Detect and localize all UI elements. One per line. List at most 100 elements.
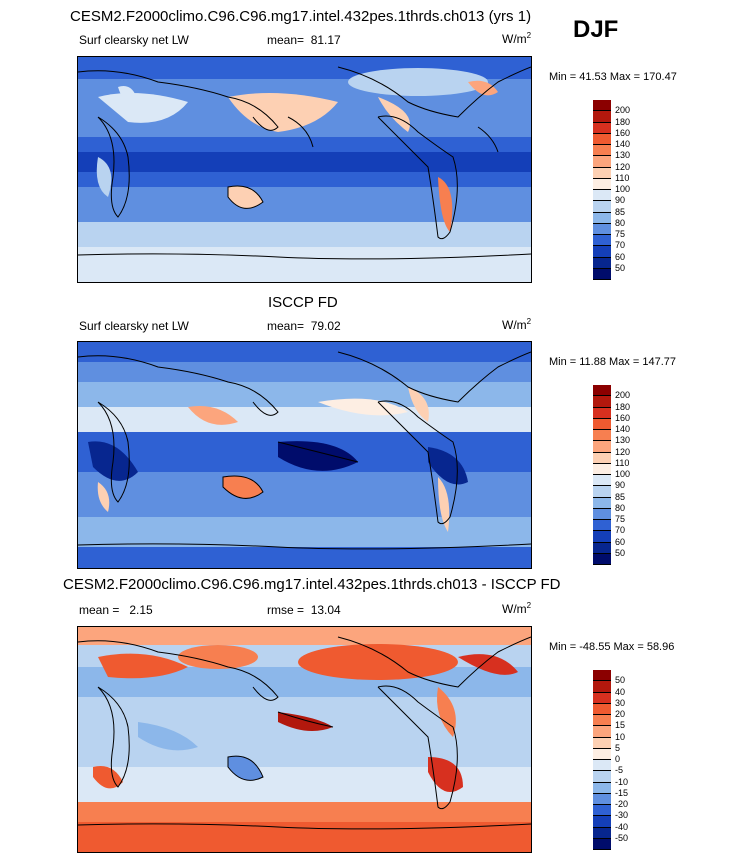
colorbar-cell (593, 201, 611, 213)
colorbar-tick-label: 80 (615, 502, 626, 513)
colorbar-tick-label: 70 (615, 240, 626, 251)
colorbar-cell (593, 737, 611, 749)
colorbar-cell (593, 838, 611, 850)
colorbar-tick-label: 30 (615, 697, 626, 708)
panel1-minmax: Min = 41.53 Max = 170.47 (549, 71, 677, 83)
colorbar-cell (593, 827, 611, 839)
colorbar-cell (593, 715, 611, 727)
colorbar-cell (593, 246, 611, 258)
colorbar-tick-label: 90 (615, 195, 626, 206)
colorbar-tick-label: 140 (615, 424, 631, 434)
colorbar-tick-label: 60 (615, 251, 626, 262)
colorbar-cell (593, 692, 611, 704)
panel1-colorbar: 200 180 160 140 130 120 110 100 90 85 80 75 70 60 50 (593, 100, 653, 280)
colorbar-cell (593, 385, 611, 397)
colorbar-tick-label: 75 (615, 229, 626, 239)
panel1-map (77, 56, 532, 283)
panel3-map (77, 626, 532, 853)
panel2-colorbar: 200 180 160 140 130 120 110 100 90 85 80 75 70 60 50 (593, 385, 653, 565)
colorbar-cell (593, 816, 611, 828)
colorbar-tick-label: 50 (615, 262, 626, 273)
panel1-mean-value: 81.17 (310, 33, 341, 47)
colorbar-tick-label: 100 (615, 184, 631, 194)
colorbar-tick-label: -50 (615, 832, 629, 843)
colorbar-cell (593, 212, 611, 224)
colorbar-tick-label: -15 (615, 787, 629, 798)
panel3-mean-label: mean = (79, 603, 120, 617)
colorbar-tick-label: 60 (615, 536, 626, 547)
colorbar-tick-label: 5 (615, 742, 621, 753)
colorbar-tick-label: 10 (615, 731, 626, 742)
panel1-mean: mean= 81.17 (267, 33, 341, 47)
colorbar-cell (593, 553, 611, 565)
colorbar-cell (593, 178, 611, 190)
panel1-units: W/m2 (502, 31, 532, 46)
colorbar-cell (593, 190, 611, 202)
panel3-rmse: rmse = 13.04 (267, 603, 341, 617)
colorbar-tick-label: 85 (615, 491, 626, 502)
colorbar-cell (593, 726, 611, 738)
panel1-mean-label: mean= (267, 33, 305, 47)
colorbar-tick-label: 130 (615, 435, 631, 446)
colorbar-cell (593, 167, 611, 179)
colorbar-tick-label: -30 (615, 810, 629, 821)
colorbar-cell (593, 520, 611, 532)
colorbar-tick-label: 180 (615, 116, 631, 127)
colorbar-cell (593, 396, 611, 408)
colorbar-tick-label: 110 (615, 172, 630, 183)
colorbar-cell (593, 407, 611, 419)
season-label: DJF (573, 16, 619, 43)
colorbar-tick-label: 180 (615, 401, 631, 412)
colorbar-tick-label: 100 (615, 469, 631, 479)
colorbar-tick-label: 160 (615, 127, 631, 138)
colorbar-tick-label: 200 (615, 105, 631, 116)
panel2-title: ISCCP FD (268, 294, 338, 311)
colorbar-tick-label: 200 (615, 390, 631, 401)
panel2-mean: mean= 79.02 (267, 319, 341, 333)
colorbar-cell (593, 805, 611, 817)
colorbar-tick-label: -5 (615, 765, 624, 776)
colorbar-cell (593, 542, 611, 554)
colorbar-cell (593, 452, 611, 464)
panel2-variable: Surf clearsky net LW (79, 319, 189, 333)
colorbar-cell (593, 100, 611, 112)
colorbar-cell (593, 681, 611, 693)
colorbar-cell (593, 145, 611, 157)
colorbar-tick-label: 80 (615, 217, 626, 228)
colorbar-cell (593, 418, 611, 430)
colorbar-cell (593, 531, 611, 543)
colorbar-cell (593, 748, 611, 760)
colorbar-tick-label: 15 (615, 720, 626, 731)
colorbar-cell (593, 508, 611, 520)
colorbar-cell (593, 430, 611, 442)
panel3-minmax: Min = -48.55 Max = 58.96 (549, 641, 675, 653)
colorbar-tick-label: -20 (615, 799, 629, 809)
panel2-units: W/m2 (502, 317, 532, 332)
panel2-minmax: Min = 11.88 Max = 147.77 (549, 356, 676, 368)
colorbar-tick-label: 40 (615, 686, 626, 697)
panel1-title: CESM2.F2000climo.C96.C96.mg17.intel.432p… (70, 8, 532, 25)
panel2-mean-value: 79.02 (310, 319, 341, 333)
colorbar-cell (593, 223, 611, 235)
colorbar-cell (593, 156, 611, 168)
colorbar-cell (593, 703, 611, 715)
colorbar-cell (593, 463, 611, 475)
colorbar-tick-label: 90 (615, 480, 626, 491)
colorbar-cell (593, 760, 611, 772)
colorbar-tick-label: 75 (615, 514, 626, 524)
colorbar-cell (593, 268, 611, 280)
colorbar-tick-label: 0 (615, 754, 621, 764)
colorbar-tick-label: 120 (615, 446, 631, 457)
colorbar-cell (593, 133, 611, 145)
colorbar-cell (593, 111, 611, 123)
colorbar-cell (593, 122, 611, 134)
panel3-rmse-value: 13.04 (310, 603, 341, 617)
colorbar-tick-label: -40 (615, 821, 629, 832)
colorbar-tick-label: 85 (615, 206, 626, 217)
panel2-mean-label: mean= (267, 319, 305, 333)
panel2-map (77, 341, 532, 569)
colorbar-tick-label: 50 (615, 547, 626, 558)
colorbar-tick-label: 140 (615, 139, 631, 149)
colorbar-tick-label: 70 (615, 525, 626, 536)
panel3-colorbar: 50 40 30 20 15 10 5 0 -5 -10 -15 -20 -30 -40 -50 (593, 670, 653, 850)
